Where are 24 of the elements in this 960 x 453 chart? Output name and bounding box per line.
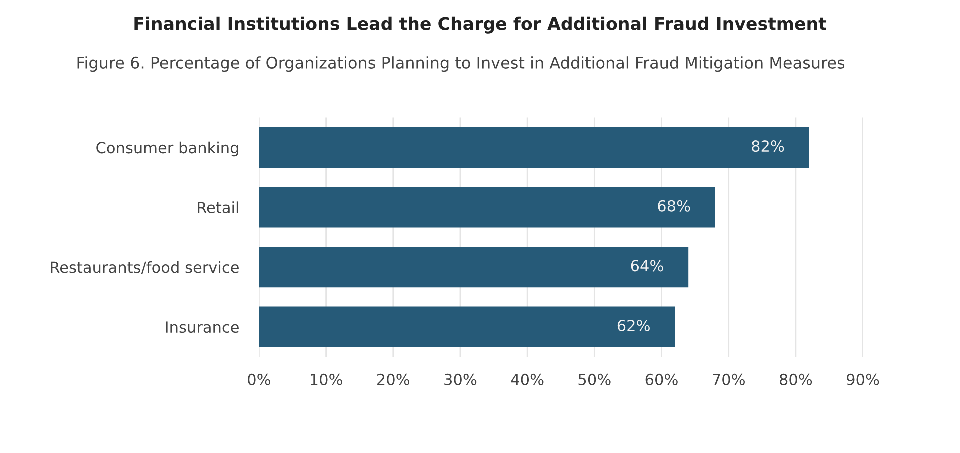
x-tick-label: 10% xyxy=(310,374,342,386)
bar xyxy=(259,246,689,288)
data-label: 64% xyxy=(631,260,664,272)
chart-subtitle: Figure 6. Percentage of Organizations Planning to Invest in Additional Fraud Mitigation Measures xyxy=(78,56,845,72)
x-tick-label: 40% xyxy=(511,374,544,386)
y-tick-label: Restaurants/food service xyxy=(51,261,239,274)
data-label: 68% xyxy=(658,200,690,212)
data-label: 82% xyxy=(752,140,784,152)
bar xyxy=(259,127,810,168)
bar xyxy=(259,187,716,228)
chart-title: Financial Institutions Lead the Charge for Additional Fraud Investment xyxy=(134,16,827,34)
data-label: 62% xyxy=(618,320,650,332)
bar xyxy=(259,306,676,348)
x-tick-label: 80% xyxy=(780,374,812,386)
x-tick-label: 90% xyxy=(847,374,880,386)
x-tick-label: 30% xyxy=(444,374,477,386)
y-tick-label: Consumer banking xyxy=(96,142,238,157)
y-tick-label: Insurance xyxy=(166,322,239,334)
x-tick-label: 60% xyxy=(646,374,678,386)
x-tick-label: 70% xyxy=(713,374,745,386)
x-tick-label: 0% xyxy=(248,374,270,386)
y-tick-label: Retail xyxy=(198,202,238,214)
x-tick-label: 50% xyxy=(578,374,611,386)
x-tick-label: 20% xyxy=(378,374,410,386)
